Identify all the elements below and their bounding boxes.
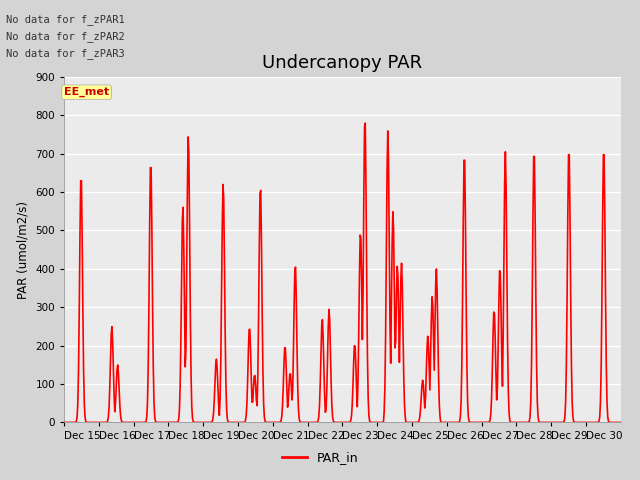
Text: No data for f_zPAR2: No data for f_zPAR2	[6, 31, 125, 42]
Title: Undercanopy PAR: Undercanopy PAR	[262, 54, 422, 72]
Text: No data for f_zPAR3: No data for f_zPAR3	[6, 48, 125, 59]
Text: No data for f_zPAR1: No data for f_zPAR1	[6, 14, 125, 25]
Y-axis label: PAR (umol/m2/s): PAR (umol/m2/s)	[17, 201, 30, 299]
Legend: PAR_in: PAR_in	[276, 446, 364, 469]
Text: EE_met: EE_met	[64, 87, 109, 97]
